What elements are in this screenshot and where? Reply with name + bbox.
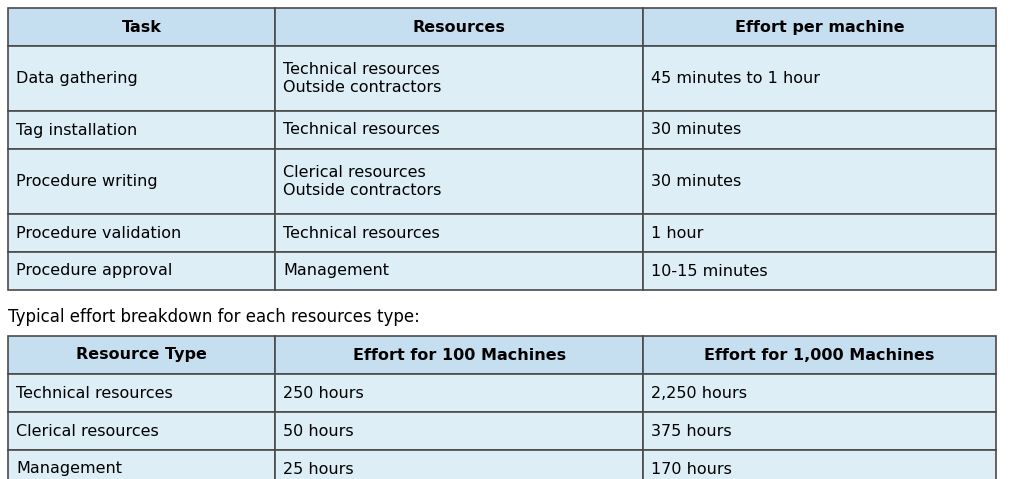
Text: Clerical resources: Clerical resources — [16, 423, 159, 438]
Bar — [643, 336, 995, 374]
Text: 375 hours: 375 hours — [651, 423, 732, 438]
Text: Technical resources
Outside contractors: Technical resources Outside contractors — [283, 62, 441, 95]
Bar — [643, 412, 995, 450]
Text: 25 hours: 25 hours — [283, 461, 353, 477]
Text: Procedure validation: Procedure validation — [16, 226, 181, 240]
Text: Technical resources: Technical resources — [16, 386, 173, 400]
Text: 30 minutes: 30 minutes — [651, 174, 741, 189]
Bar — [275, 111, 643, 149]
Bar — [8, 214, 275, 252]
Text: Data gathering: Data gathering — [16, 71, 138, 86]
Text: 2,250 hours: 2,250 hours — [651, 386, 748, 400]
Bar — [275, 412, 643, 450]
Text: Task: Task — [122, 20, 162, 34]
Bar — [8, 149, 275, 214]
Text: Clerical resources
Outside contractors: Clerical resources Outside contractors — [283, 165, 441, 198]
Bar — [8, 336, 275, 374]
Bar — [643, 46, 995, 111]
Bar — [275, 252, 643, 290]
Text: 50 hours: 50 hours — [283, 423, 353, 438]
Bar — [643, 8, 995, 46]
Bar — [643, 450, 995, 479]
Text: 1 hour: 1 hour — [651, 226, 703, 240]
Bar — [8, 252, 275, 290]
Text: Resources: Resources — [413, 20, 506, 34]
Bar — [275, 374, 643, 412]
Bar — [275, 214, 643, 252]
Bar — [275, 149, 643, 214]
Bar — [8, 450, 275, 479]
Bar — [8, 111, 275, 149]
Text: Typical effort breakdown for each resources type:: Typical effort breakdown for each resour… — [8, 308, 420, 326]
Bar — [643, 149, 995, 214]
Bar — [643, 252, 995, 290]
Bar — [8, 46, 275, 111]
Text: Technical resources: Technical resources — [283, 123, 440, 137]
Text: 45 minutes to 1 hour: 45 minutes to 1 hour — [651, 71, 820, 86]
Text: Effort per machine: Effort per machine — [734, 20, 904, 34]
Bar — [8, 412, 275, 450]
Bar — [275, 336, 643, 374]
Text: 30 minutes: 30 minutes — [651, 123, 741, 137]
Text: Procedure writing: Procedure writing — [16, 174, 158, 189]
Text: Effort for 100 Machines: Effort for 100 Machines — [352, 347, 565, 363]
Bar — [643, 214, 995, 252]
Bar — [275, 46, 643, 111]
Text: Technical resources: Technical resources — [283, 226, 440, 240]
Bar — [8, 8, 275, 46]
Text: Management: Management — [16, 461, 122, 477]
Text: Tag installation: Tag installation — [16, 123, 137, 137]
Bar — [8, 374, 275, 412]
Bar — [643, 374, 995, 412]
Bar — [643, 111, 995, 149]
Text: Management: Management — [283, 263, 389, 278]
Text: 170 hours: 170 hours — [651, 461, 732, 477]
Text: Resource Type: Resource Type — [76, 347, 207, 363]
Text: Effort for 1,000 Machines: Effort for 1,000 Machines — [705, 347, 935, 363]
Text: 10-15 minutes: 10-15 minutes — [651, 263, 768, 278]
Bar — [275, 8, 643, 46]
Text: Procedure approval: Procedure approval — [16, 263, 172, 278]
Text: 250 hours: 250 hours — [283, 386, 364, 400]
Bar — [275, 450, 643, 479]
